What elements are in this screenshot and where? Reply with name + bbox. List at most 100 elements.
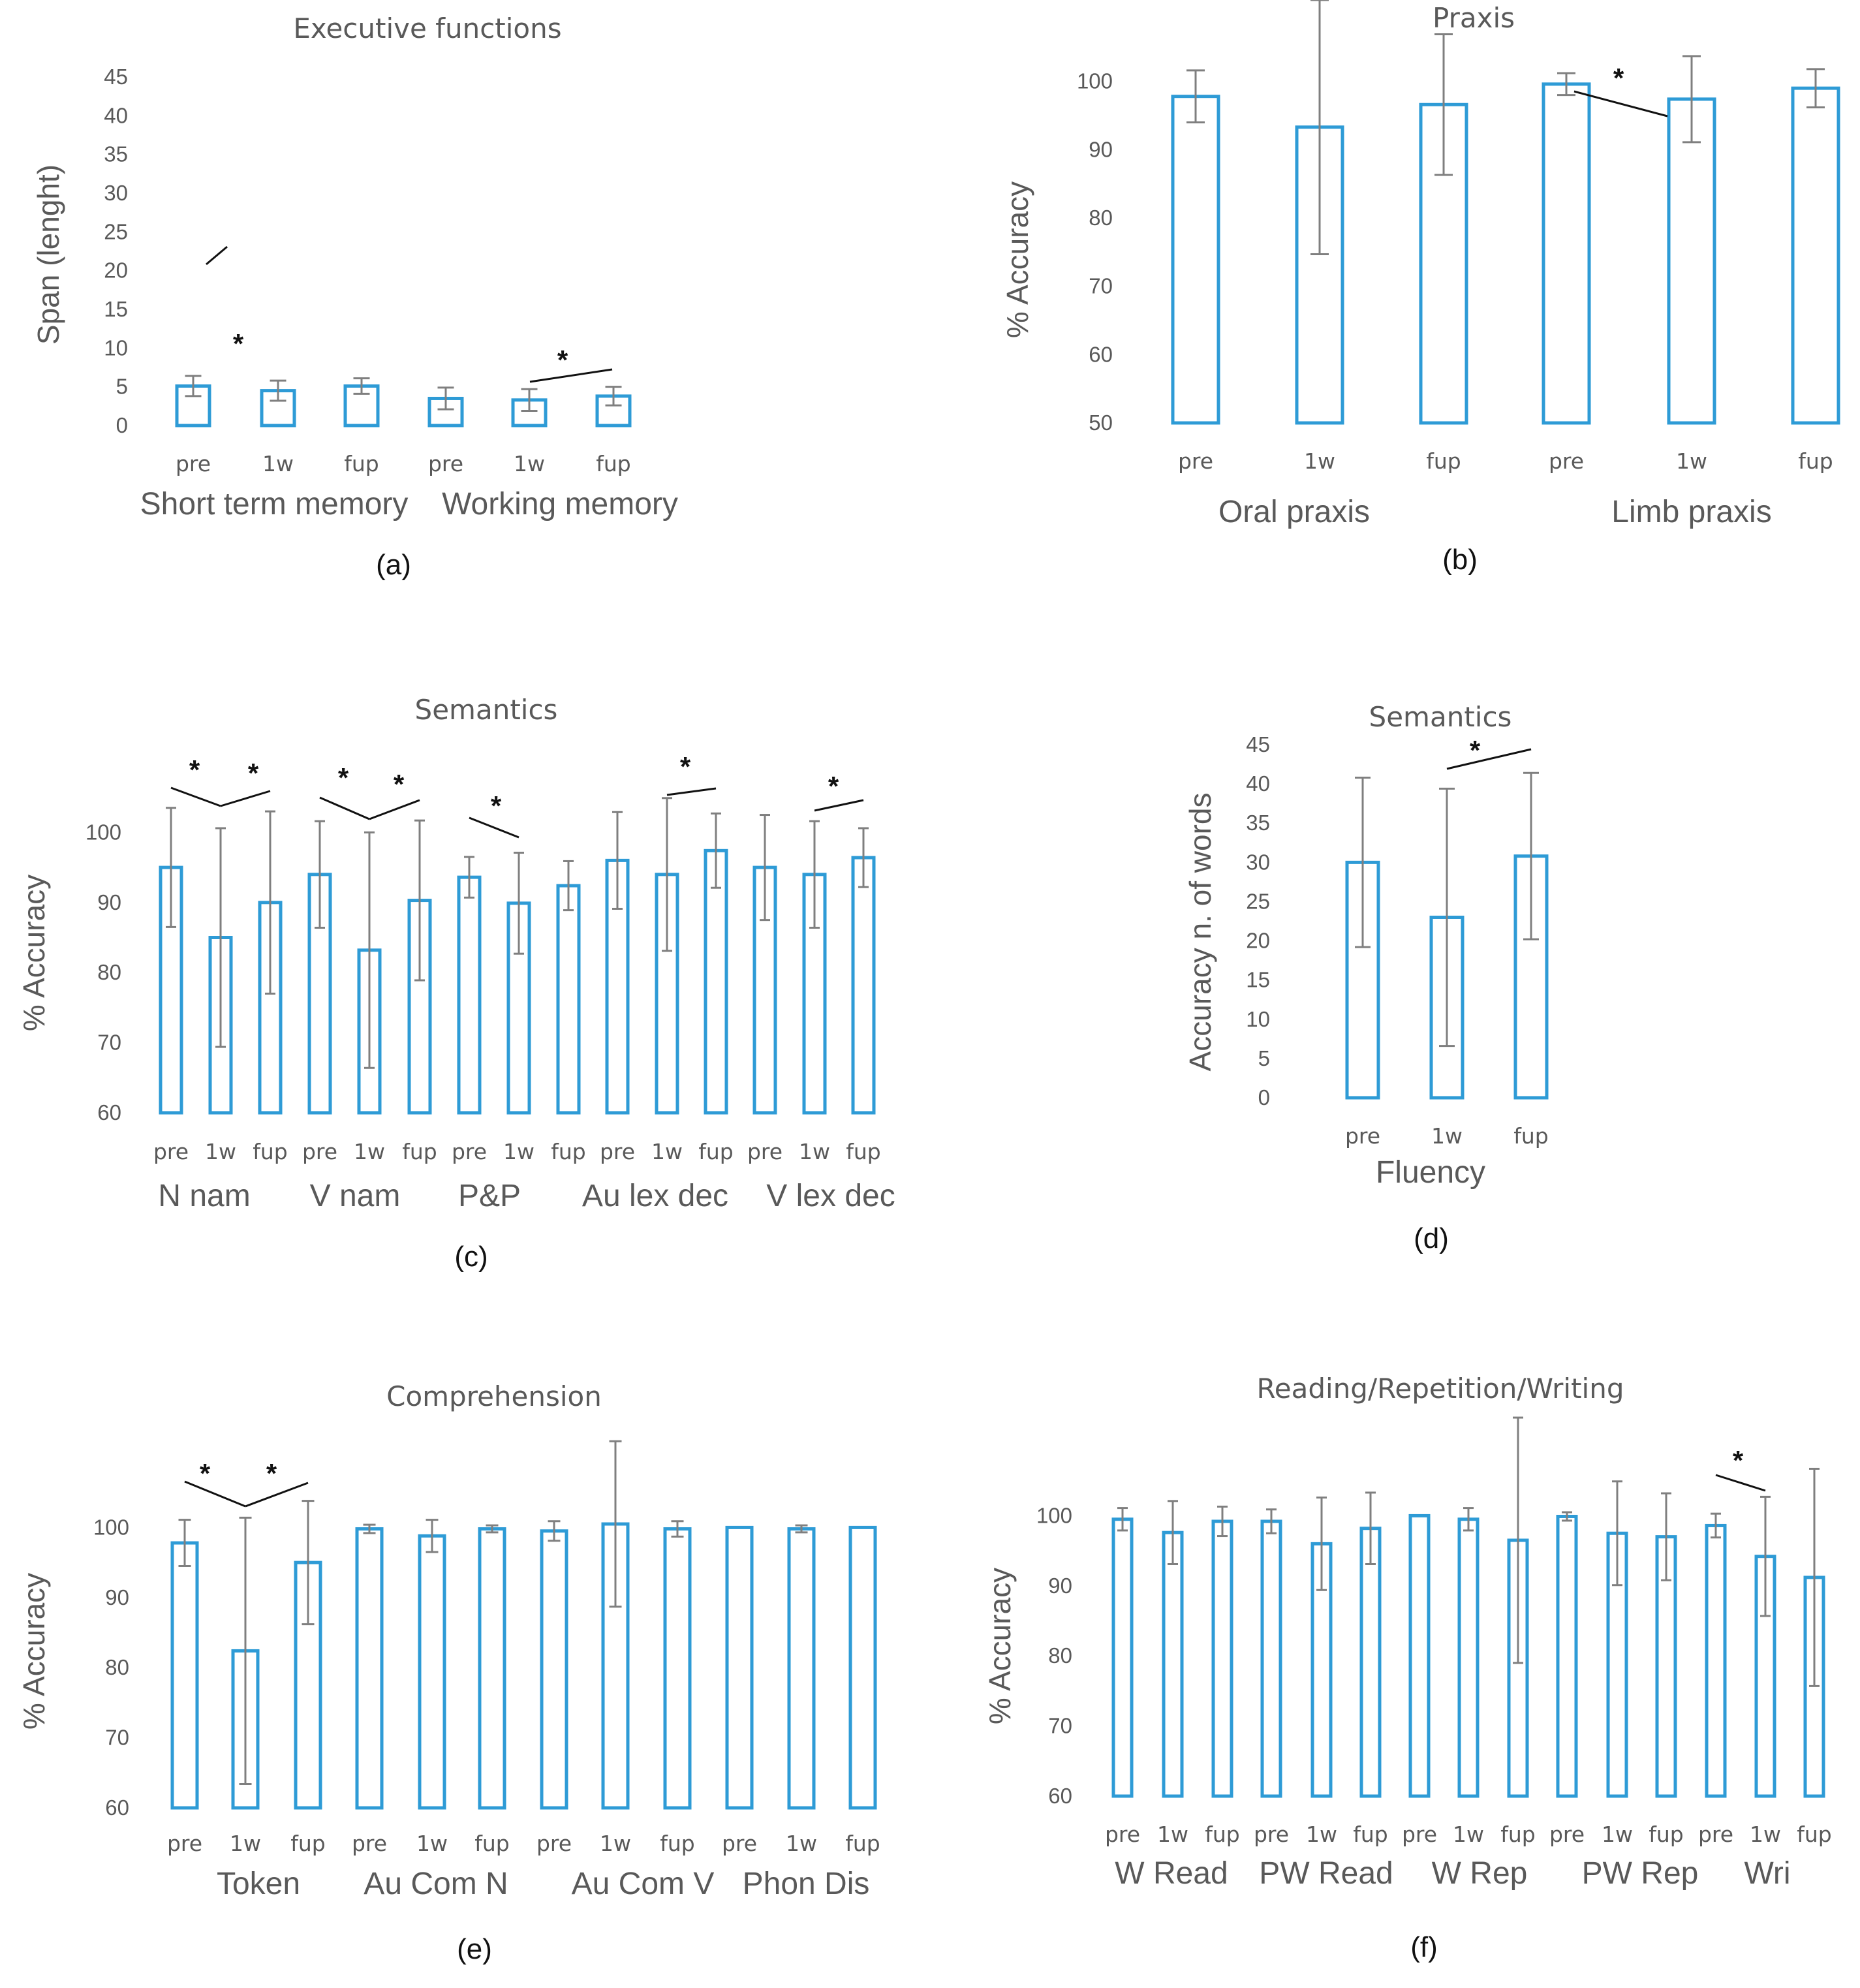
bar — [355, 1527, 384, 1810]
y-tick-label: 100 — [1077, 69, 1113, 93]
x-tick-label: pre — [176, 451, 211, 476]
y-tick-label: 25 — [104, 219, 128, 243]
bar — [478, 1527, 506, 1810]
chart-e: Comprehension 60 70 80 90 100 % Accuracy pre 1w f… — [17, 1380, 880, 1965]
y-tick-label: 10 — [104, 335, 128, 360]
bar — [418, 1534, 446, 1810]
x-tick-label: fup — [1649, 1822, 1683, 1847]
y-tick-label: 60 — [1048, 1784, 1072, 1808]
significance-line — [184, 1480, 246, 1508]
significance-star: * — [1613, 63, 1624, 93]
significance-line — [245, 1482, 309, 1508]
bar — [556, 884, 581, 1115]
bar — [1408, 1514, 1431, 1798]
x-tick-label: 1w — [1431, 1123, 1463, 1149]
significance-star: * — [248, 758, 259, 788]
bar — [1111, 1517, 1134, 1798]
significance-line — [369, 799, 420, 820]
y-tick-label: 90 — [97, 890, 121, 914]
y-tick-label: 35 — [1246, 811, 1270, 835]
significance-line — [1715, 1474, 1766, 1492]
y-axis-label: Accuracy n. of words — [1183, 793, 1217, 1072]
y-tick-label: 45 — [104, 65, 128, 89]
bar — [170, 1541, 199, 1810]
y-tick-label: 40 — [104, 103, 128, 127]
panel-label: (b) — [1442, 544, 1478, 576]
x-tick-label: 1w — [1304, 448, 1335, 474]
significance-line — [469, 816, 519, 839]
x-tick-label: fup — [1797, 1822, 1831, 1847]
x-tick-label: fup — [1205, 1822, 1239, 1847]
group-label: V lex dec — [766, 1179, 895, 1213]
x-tick-label: pre — [153, 1139, 189, 1164]
significance-star: * — [1733, 1445, 1744, 1476]
bar — [1705, 1523, 1727, 1798]
significance-star: * — [557, 345, 568, 375]
y-tick-label: 90 — [1089, 137, 1113, 161]
x-tick-label: fup — [474, 1831, 509, 1856]
significance-star: * — [200, 1458, 211, 1489]
x-tick-label: 1w — [416, 1831, 448, 1856]
bar — [848, 1525, 877, 1810]
chart-a: Executive functions 0 5 10 15 20 25 30 35 40 45 Spa… — [31, 12, 678, 581]
y-tick-label: 20 — [1246, 929, 1270, 953]
x-tick-label: fup — [344, 451, 379, 476]
y-tick-label: 10 — [1246, 1007, 1270, 1031]
y-tick-label: 40 — [1246, 771, 1270, 796]
significance-line — [1573, 90, 1668, 117]
significance-line — [814, 799, 864, 812]
y-tick-label: 60 — [1089, 342, 1113, 366]
x-tick-label: pre — [1402, 1822, 1437, 1847]
panel-label: (f) — [1410, 1931, 1438, 1963]
x-tick-label: 1w — [1453, 1822, 1484, 1847]
group-label: N nam — [158, 1179, 250, 1213]
bar — [1260, 1519, 1282, 1798]
chart-title: Executive functions — [293, 12, 561, 44]
x-tick-label: fup — [551, 1139, 585, 1164]
y-tick-label: 25 — [1246, 889, 1270, 913]
significance-star: * — [266, 1458, 277, 1489]
significance-star: * — [338, 762, 349, 793]
x-tick-label: pre — [428, 451, 463, 476]
x-tick-label: 1w — [262, 451, 294, 476]
bar — [1171, 95, 1220, 425]
x-tick-label: fup — [845, 1831, 880, 1856]
x-tick-label: pre — [747, 1139, 783, 1164]
y-tick-label: 0 — [1258, 1085, 1270, 1110]
x-tick-label: 1w — [1157, 1822, 1188, 1847]
x-tick-label: pre — [1254, 1822, 1289, 1847]
y-tick-label: 5 — [116, 375, 128, 399]
significance-star: * — [189, 754, 200, 785]
y-tick-label: 70 — [97, 1031, 121, 1055]
x-tick-label: pre — [167, 1831, 202, 1856]
x-tick-label: fup — [253, 1139, 287, 1164]
bar — [1542, 82, 1591, 425]
y-tick-label: 60 — [97, 1100, 121, 1125]
bar — [1667, 97, 1716, 425]
x-tick-label: fup — [698, 1139, 733, 1164]
x-tick-label: pre — [536, 1831, 572, 1856]
panel-label: (c) — [454, 1241, 488, 1273]
y-tick-label: 30 — [104, 181, 128, 205]
chart-f: Reading/Repetition/Writing 60 70 80 90 100 % A… — [983, 1373, 1832, 1963]
chart-title: Reading/Repetition/Writing — [1256, 1373, 1624, 1405]
group-label: PW Rep — [1582, 1856, 1699, 1891]
y-tick-label: 90 — [1048, 1574, 1072, 1598]
x-tick-label: 1w — [205, 1139, 236, 1164]
group-label: Oral praxis — [1218, 495, 1370, 529]
y-axis-label: % Accuracy — [983, 1568, 1017, 1724]
y-tick-label: 15 — [104, 297, 128, 321]
x-tick-label: fup — [1513, 1123, 1548, 1149]
significance-line — [220, 790, 271, 807]
y-tick-label: 70 — [1089, 274, 1113, 298]
significance-line — [206, 245, 228, 266]
y-tick-label: 45 — [1246, 732, 1270, 756]
group-label: Wri — [1744, 1856, 1790, 1891]
y-tick-label: 70 — [105, 1726, 129, 1750]
x-tick-label: 1w — [354, 1139, 385, 1164]
y-tick-label: 30 — [1246, 850, 1270, 874]
group-label: PW Read — [1259, 1856, 1393, 1891]
x-tick-label: 1w — [1676, 448, 1707, 474]
